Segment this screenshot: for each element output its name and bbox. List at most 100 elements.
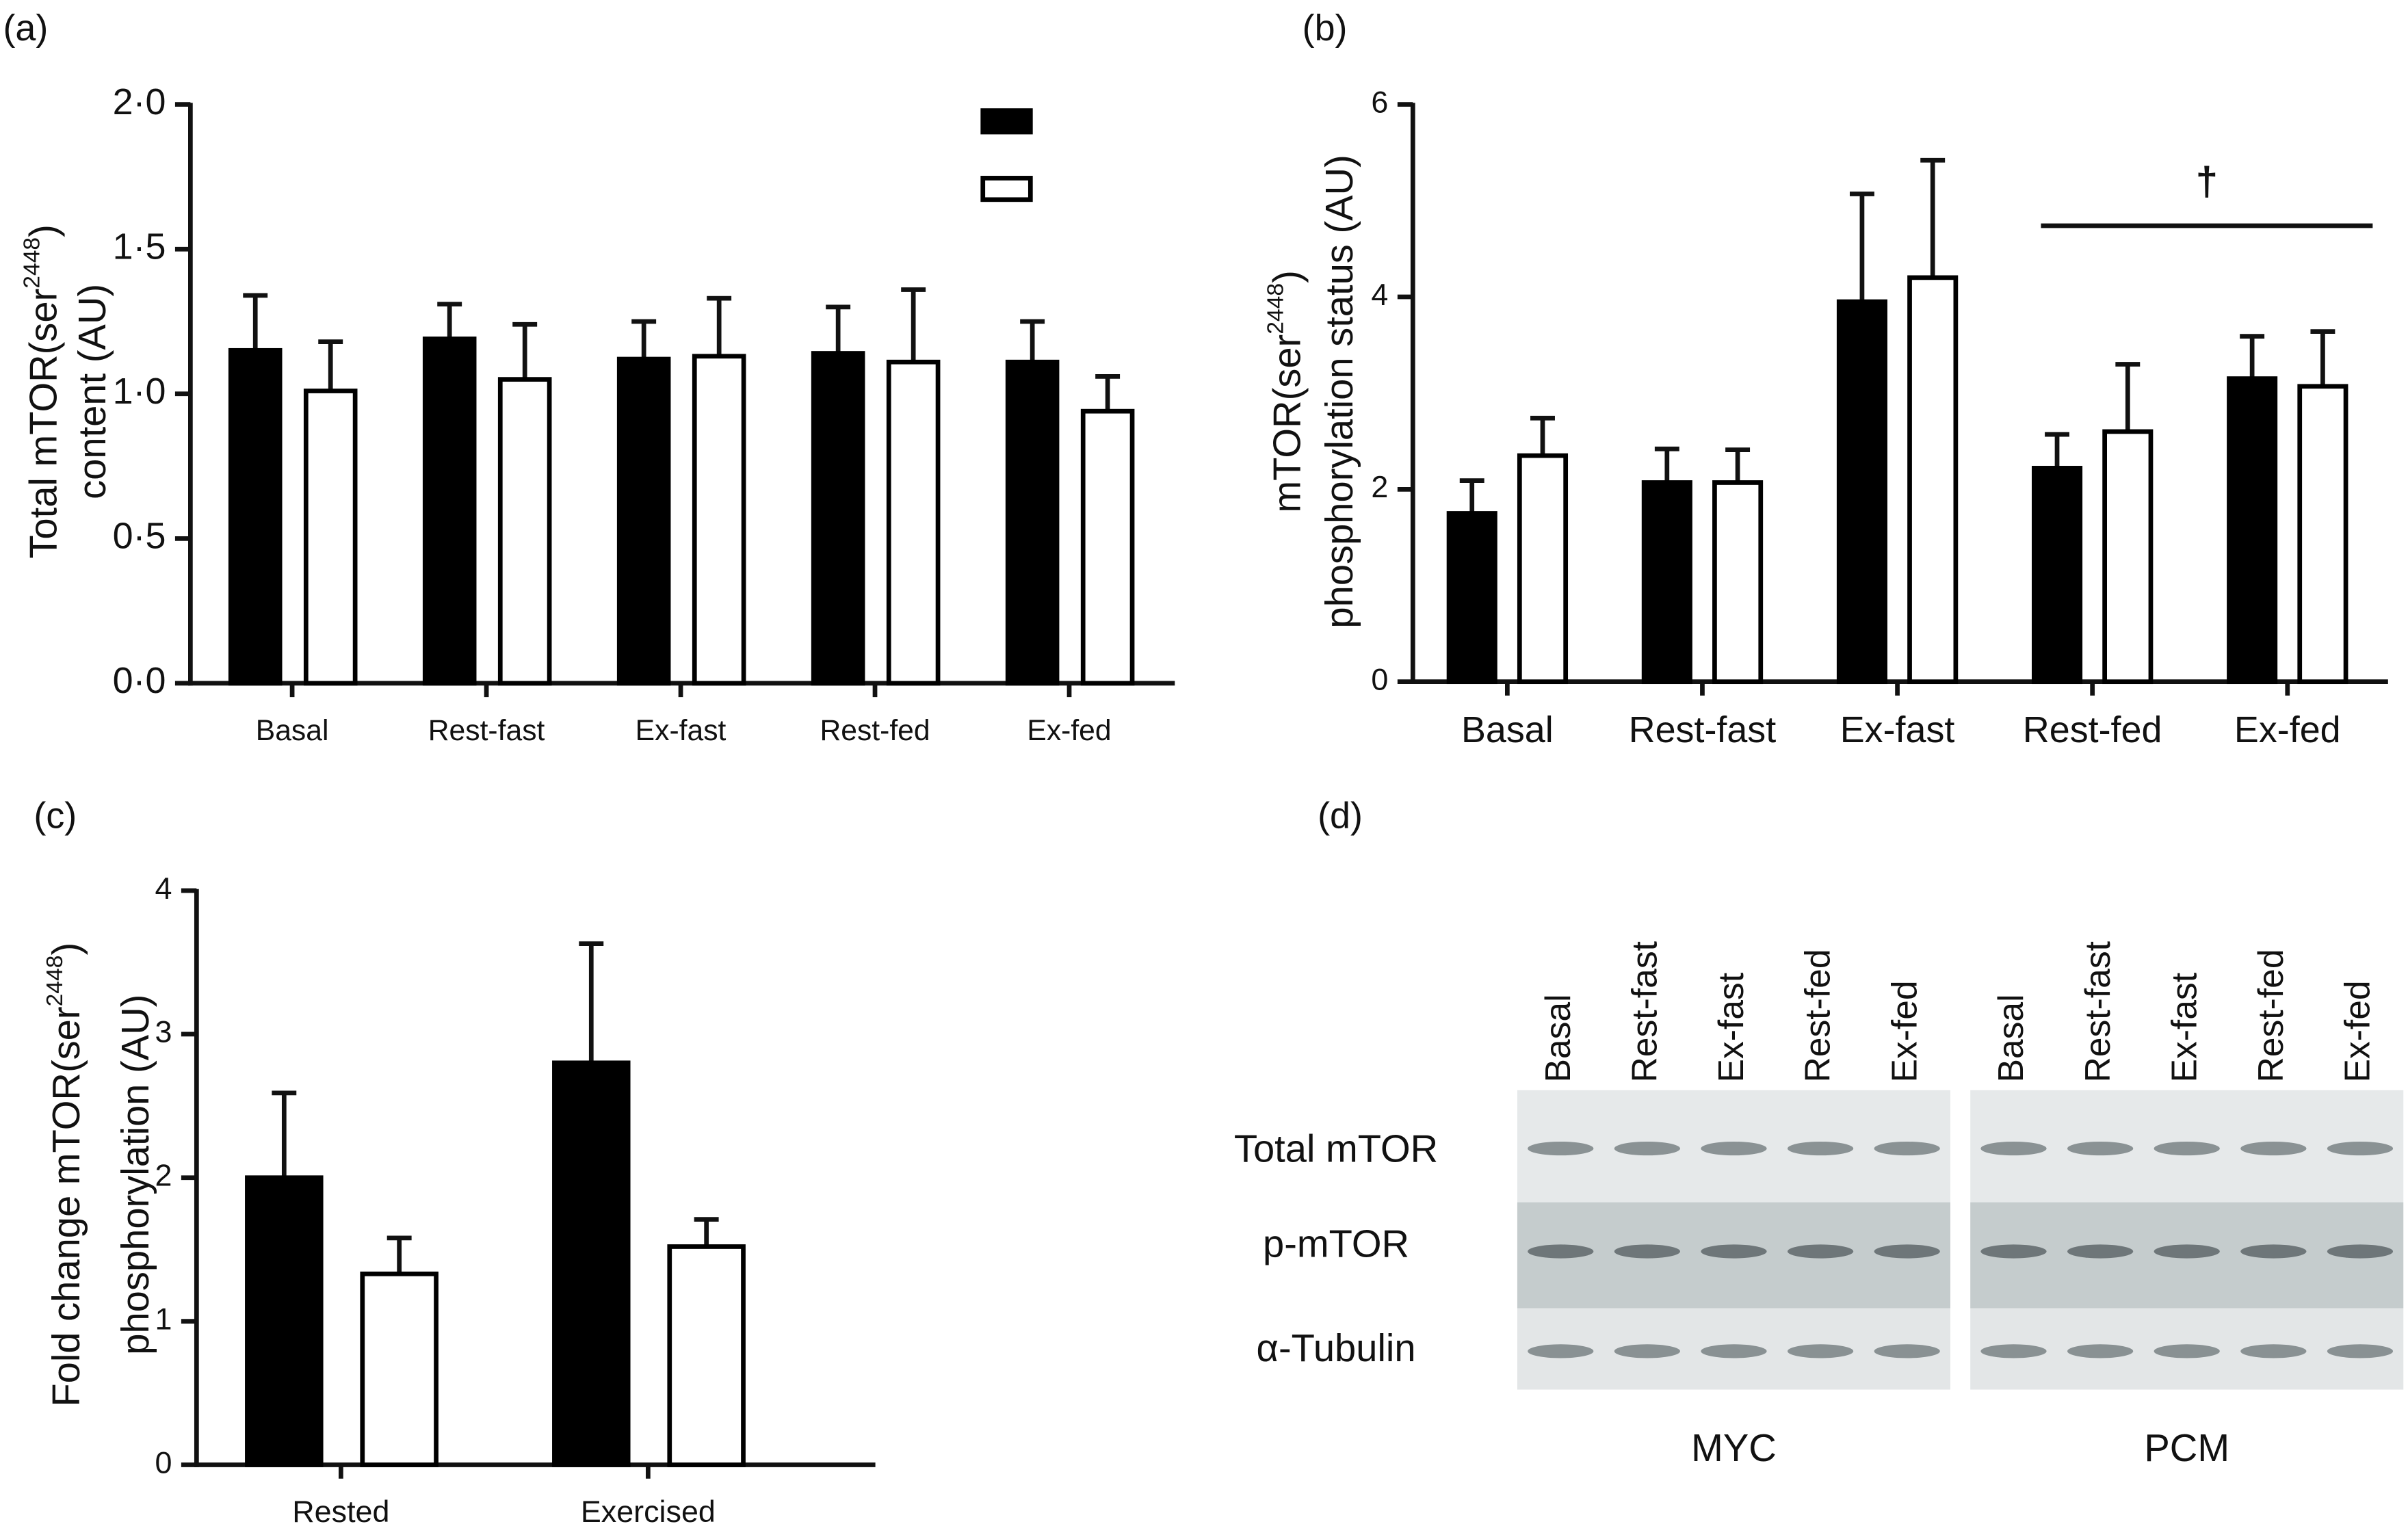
blot-band [2067,1344,2134,1358]
bar [552,1060,631,1467]
blot-band [1874,1344,1940,1358]
error-bar [243,293,268,351]
bar [1080,408,1135,686]
lane-label: Rest-fed [2251,949,2290,1082]
y-tick-label: 6 [1371,85,1388,120]
bar [2102,429,2154,685]
y-tick-label: 0·0 [113,660,166,701]
blot-band [2327,1141,2394,1156]
error-bar [826,304,851,354]
y-axis-label-part: Total mTOR(ser [21,289,64,559]
x-tick-label: Ex-fed [2234,709,2341,750]
error-bar [1020,319,1045,363]
error-bar [707,295,732,356]
bar [360,1271,439,1467]
x-tick-label: Exercised [581,1494,716,1529]
blot-band [1787,1344,1854,1358]
lane-label: Basal [1538,994,1578,1082]
blot-band [1787,1141,1854,1156]
group-label: PCM [2144,1426,2229,1469]
error-bar [1920,157,1946,278]
bar [1005,359,1060,686]
bar [1836,299,1887,685]
blot-band [1874,1141,1940,1156]
y-tick-label: 1·0 [113,371,166,412]
blot-band [1614,1344,1680,1358]
lane-label: Ex-fast [1711,973,1751,1083]
y-tick-label: 4 [155,871,172,906]
error-bar [512,321,538,380]
y-axis-label-part: ) [1266,270,1309,283]
error-bar [318,339,343,391]
y-axis-label: Total mTOR(ser2448) [20,224,64,558]
x-tick-label: Rest-fast [1629,709,1777,750]
x-tick-label: Basal [256,714,329,747]
lane-label: Rest-fast [2078,941,2117,1083]
blot-band [2240,1344,2307,1358]
bar [667,1244,746,1467]
blot-band [1980,1141,2047,1156]
row-label: α-Tubulin [1257,1326,1416,1369]
bar [2297,384,2348,685]
significance-mark: † [2196,159,2218,204]
group-label: MYC [1691,1426,1777,1469]
legend-swatch [980,176,1033,202]
y-tick-label: 1·5 [113,226,166,267]
blot-band [1874,1244,1940,1259]
y-tick-label: 4 [1371,277,1388,312]
error-bar [2115,362,2141,432]
legend-swatch [980,108,1033,135]
x-tick-label: Rest-fed [820,714,930,747]
bar [1641,480,1692,685]
blot-band [1614,1141,1680,1156]
error-bar [694,1217,719,1247]
error-bar [437,302,462,339]
y-tick-label: 0 [155,1445,172,1480]
panel-label: (a) [3,8,48,49]
y-tick-label: 0 [1371,662,1388,697]
y-tick-label: 2·0 [113,81,166,122]
lane-label: Rest-fast [1625,941,1664,1083]
error-bar [631,319,657,360]
blot-band [1701,1141,1767,1156]
lane-label: Ex-fast [2164,973,2203,1083]
error-bar [1095,374,1121,412]
error-bar [1459,478,1484,514]
y-axis-label: mTOR(ser2448) [1264,270,1308,512]
error-bar [579,941,604,1063]
y-axis-label-part: ) [44,943,88,956]
blot-band [2067,1141,2134,1156]
bar [1517,453,1569,685]
blot-band [2154,1141,2220,1156]
x-tick-label: Basal [1461,709,1554,750]
error-bar [2240,334,2265,379]
x-tick-label: Ex-fast [1840,709,1955,750]
y-tick-label: 3 [155,1014,172,1049]
blot-band [1528,1344,1594,1358]
blot-band [2154,1244,2220,1259]
y-axis-label-part: 2448 [42,956,68,1007]
lane-label: Rest-fed [1798,949,1837,1082]
x-tick-label: Rested [292,1494,389,1529]
row-label: Total mTOR [1234,1127,1438,1170]
error-bar [2045,432,2069,469]
error-bar [272,1090,297,1178]
error-bar [1654,446,1679,483]
blot-band [2327,1344,2394,1358]
bar [422,337,477,686]
bar [616,356,671,686]
bar [886,359,941,686]
y-axis-label-part: 2448 [20,237,45,289]
blot-band [1614,1244,1680,1259]
blot-band [2327,1244,2394,1259]
bar [2227,376,2278,685]
bar [692,354,746,686]
blot-band [1701,1344,1767,1358]
lane-label: Basal [1991,994,2030,1082]
panel-label: (c) [34,796,77,837]
blot-band [2154,1344,2220,1358]
bar [1446,511,1497,685]
error-bar [1530,415,1555,456]
row-label: p-mTOR [1263,1222,1409,1265]
